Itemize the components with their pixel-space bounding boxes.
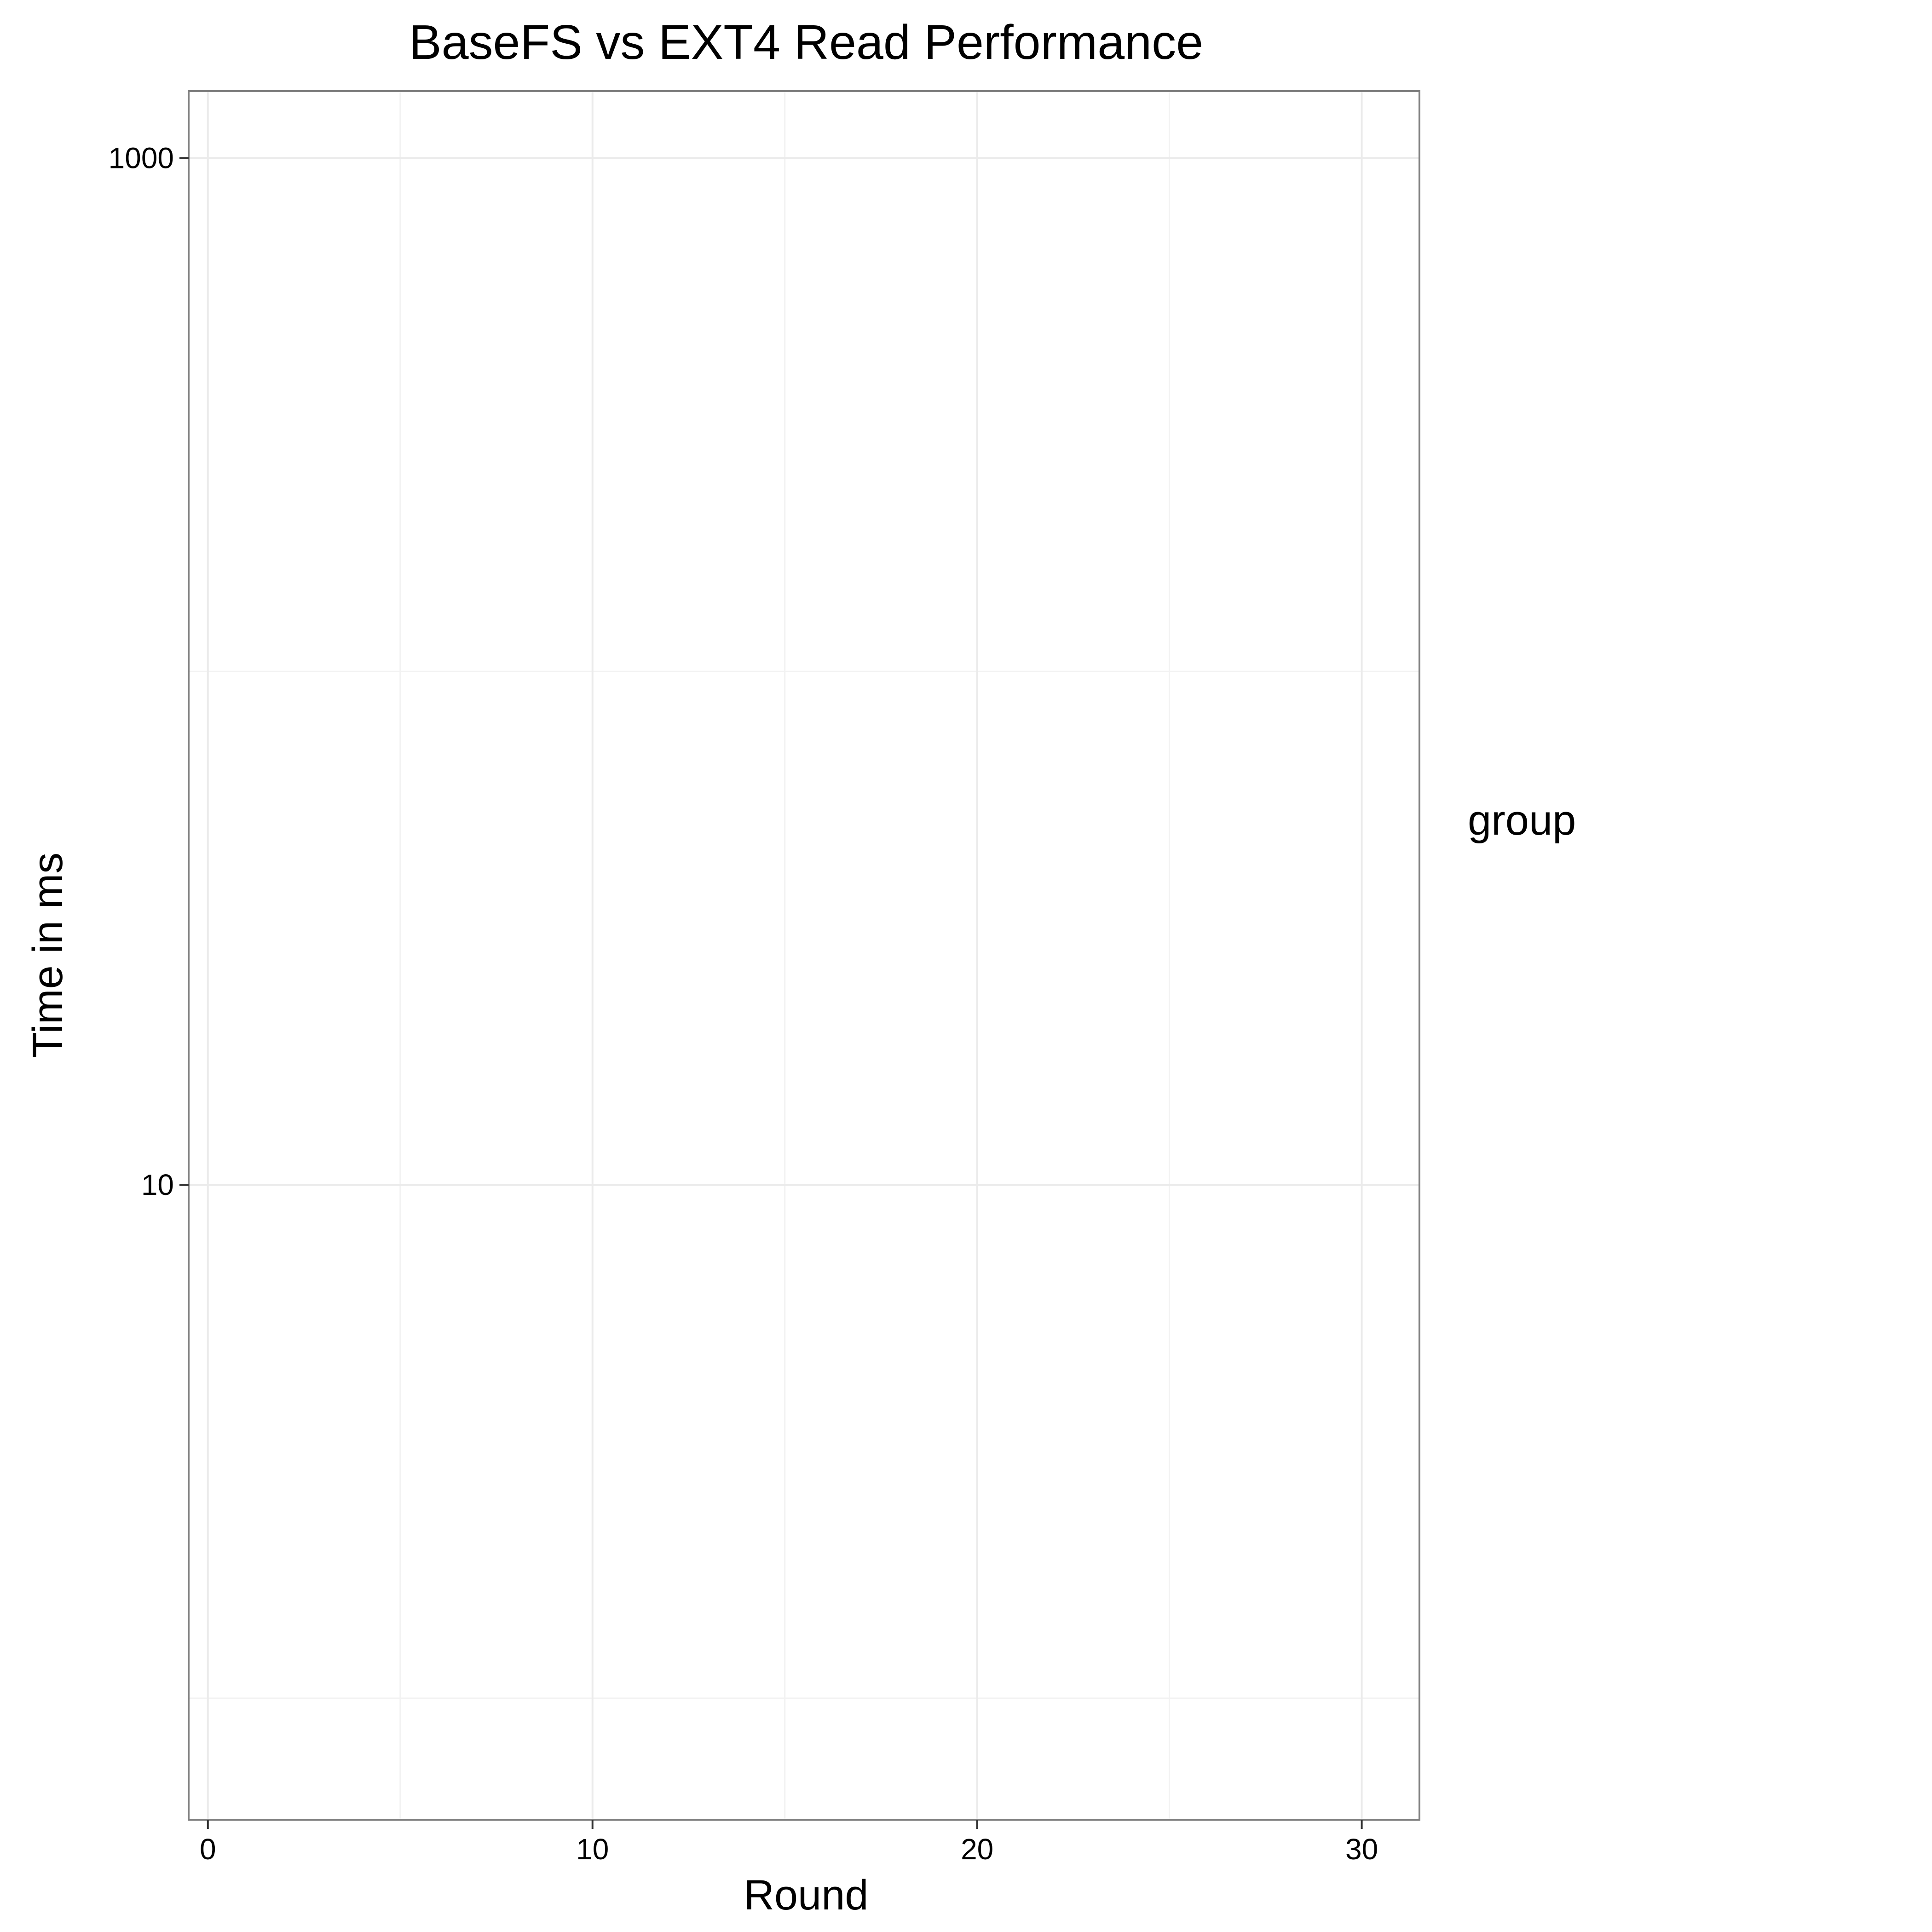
axes: 0 10 20 30 10 1000 [109, 141, 1378, 1866]
plot-panel [189, 91, 1419, 1820]
y-axis-title: Time in ms [24, 853, 71, 1058]
x-tick-label: 20 [961, 1833, 993, 1866]
gridlines [189, 91, 1419, 1820]
x-axis-title: Round [744, 1872, 868, 1919]
y-tick-label: 1000 [109, 141, 174, 174]
legend-title: group [1468, 797, 1576, 844]
chart-title: BaseFS vs EXT4 Read Performance [409, 15, 1203, 69]
legend: group [1468, 797, 1576, 844]
y-tick-label: 10 [141, 1168, 174, 1201]
plot-border [188, 90, 1420, 1821]
x-tick-label: 30 [1345, 1833, 1378, 1866]
x-tick-label: 0 [200, 1833, 216, 1866]
x-tick-label: 10 [576, 1833, 609, 1866]
